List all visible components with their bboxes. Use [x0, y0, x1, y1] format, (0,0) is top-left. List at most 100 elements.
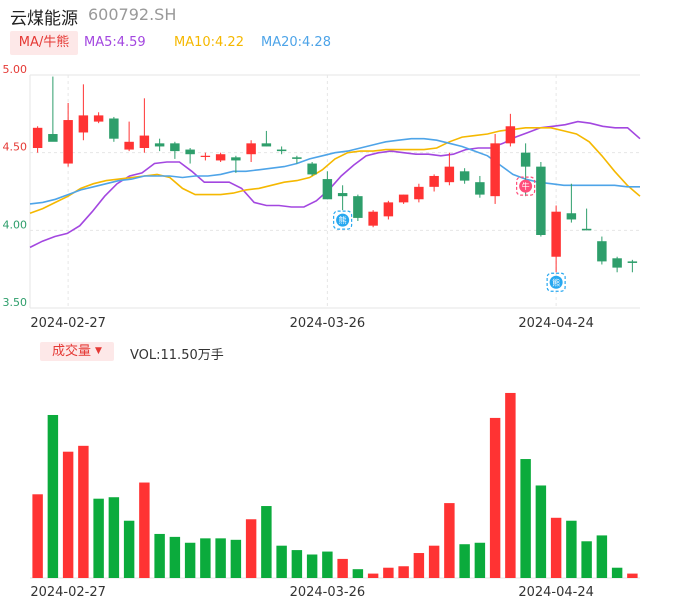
candle-body: [215, 154, 226, 161]
candle-body: [429, 175, 439, 187]
candle-body: [322, 179, 333, 200]
signal-label: 熊: [552, 277, 560, 287]
candle-body: [398, 194, 409, 203]
volume-bar: [535, 485, 547, 578]
volume-bar: [474, 542, 486, 578]
x-tick-label: 2024-04-24: [518, 316, 594, 331]
volume-bar: [291, 550, 303, 578]
stock-code: 600792.SH: [88, 5, 177, 24]
candle-body: [581, 228, 592, 231]
y-tick-label: 5.00: [3, 63, 28, 76]
candle-body: [459, 171, 470, 181]
volume-bar: [352, 569, 364, 578]
candle-body: [139, 135, 150, 149]
candle-body: [109, 118, 119, 139]
candle-body: [307, 163, 317, 175]
ma10-line: [29, 127, 641, 214]
candle-body: [566, 213, 577, 220]
ma20-line: [29, 137, 640, 205]
candle-body: [261, 143, 272, 147]
candle-body: [185, 149, 195, 155]
volume-indicator-tag[interactable]: 成交量 ▼: [40, 342, 114, 361]
volume-bar: [184, 542, 196, 578]
volume-bar: [322, 551, 333, 578]
ma20-value: MA20:4.28: [261, 35, 331, 50]
volume-value: VOL:11.50万手: [130, 348, 224, 363]
volume-bar: [215, 538, 226, 578]
y-tick-label: 4.50: [3, 141, 28, 154]
volume-bar: [550, 517, 562, 578]
candle-body: [520, 152, 531, 167]
candle-body: [536, 166, 546, 235]
ma5-line: [29, 120, 641, 249]
ma-indicator-tag[interactable]: MA/牛熊: [10, 31, 78, 55]
volume-bar: [611, 567, 623, 578]
volume-bar: [566, 520, 577, 578]
x-tick-label: 2024-02-27: [30, 585, 106, 600]
volume-bar: [383, 567, 394, 578]
volume-bar: [627, 573, 638, 578]
volume-bar: [200, 538, 211, 578]
candle-body: [32, 127, 43, 149]
candle-body: [78, 115, 89, 133]
signal-label: 熊: [339, 215, 347, 225]
candle-body: [337, 193, 348, 197]
candle-body: [48, 134, 58, 142]
volume-bar: [581, 541, 592, 578]
candle-body: [490, 143, 500, 197]
ma5-value: MA5:4.59: [84, 35, 146, 50]
ma10-value: MA10:4.22: [174, 35, 244, 50]
signal-label: 牛: [522, 181, 530, 191]
bull-signal-icon: [519, 179, 533, 193]
candle-body: [551, 211, 561, 257]
volume-bar: [62, 451, 74, 578]
volume-bar: [93, 498, 104, 578]
volume-bar: [108, 497, 120, 578]
candle-body: [444, 166, 455, 183]
volume-bar: [505, 392, 516, 578]
candle-body: [475, 182, 485, 195]
x-tick-label: 2024-02-27: [30, 316, 106, 331]
candle-body: [170, 143, 180, 152]
signal-frame: [333, 210, 353, 230]
candle-body: [627, 261, 638, 263]
candle-body: [200, 155, 211, 157]
volume-bar: [337, 558, 348, 578]
volume-bar: [398, 566, 409, 578]
volume-bar: [261, 506, 272, 578]
dropdown-triangle-icon: ▼: [95, 346, 102, 356]
volume-bar: [367, 573, 379, 578]
signal-frame: [516, 176, 536, 196]
volume-bar: [245, 519, 257, 578]
volume-bar: [276, 545, 287, 578]
signal-frame: [546, 272, 566, 292]
volume-bar: [32, 494, 43, 578]
volume-bar: [123, 520, 135, 578]
volume-tag-label: 成交量: [52, 344, 92, 359]
x-tick-label: 2024-04-24: [518, 585, 594, 600]
candle-body: [154, 143, 165, 147]
y-tick-label: 4.00: [3, 218, 28, 231]
volume-bar: [596, 535, 608, 578]
stock-name: 云煤能源: [10, 9, 78, 29]
volume-bar: [520, 459, 531, 578]
volume-bar: [169, 536, 181, 578]
candle-body: [93, 115, 104, 122]
volume-bar: [139, 482, 150, 578]
bear-signal-icon: [549, 275, 563, 289]
candle-body: [612, 258, 622, 268]
y-tick-label: 3.50: [3, 296, 28, 309]
volume-bar: [306, 554, 318, 578]
candle-body: [246, 143, 256, 155]
volume-bar: [489, 417, 501, 578]
candle-body: [414, 186, 424, 200]
volume-bar: [47, 414, 59, 578]
candle-body: [368, 211, 378, 226]
x-tick-label: 2024-03-26: [290, 585, 366, 600]
volume-bar: [459, 544, 470, 578]
x-tick-label: 2024-03-26: [290, 316, 366, 331]
candle-body: [353, 196, 363, 218]
volume-bar: [413, 553, 425, 578]
volume-bar: [444, 503, 455, 578]
